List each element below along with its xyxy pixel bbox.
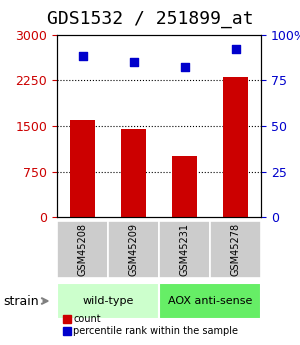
Point xyxy=(182,65,187,70)
Text: wild-type: wild-type xyxy=(82,296,134,306)
Point xyxy=(80,54,85,59)
Text: GSM45209: GSM45209 xyxy=(128,223,139,276)
Text: GDS1532 / 251899_at: GDS1532 / 251899_at xyxy=(47,10,253,28)
Point xyxy=(233,46,238,52)
Bar xyxy=(172,156,197,217)
Point xyxy=(131,59,136,65)
Legend: count, percentile rank within the sample: count, percentile rank within the sample xyxy=(59,310,242,340)
Text: GSM45208: GSM45208 xyxy=(77,223,88,276)
Text: AOX anti-sense: AOX anti-sense xyxy=(168,296,252,306)
Text: strain: strain xyxy=(3,295,39,307)
Text: GSM45278: GSM45278 xyxy=(230,223,241,276)
Bar xyxy=(223,77,248,217)
Bar xyxy=(70,120,95,217)
Bar xyxy=(121,129,146,217)
Text: GSM45231: GSM45231 xyxy=(179,223,190,276)
